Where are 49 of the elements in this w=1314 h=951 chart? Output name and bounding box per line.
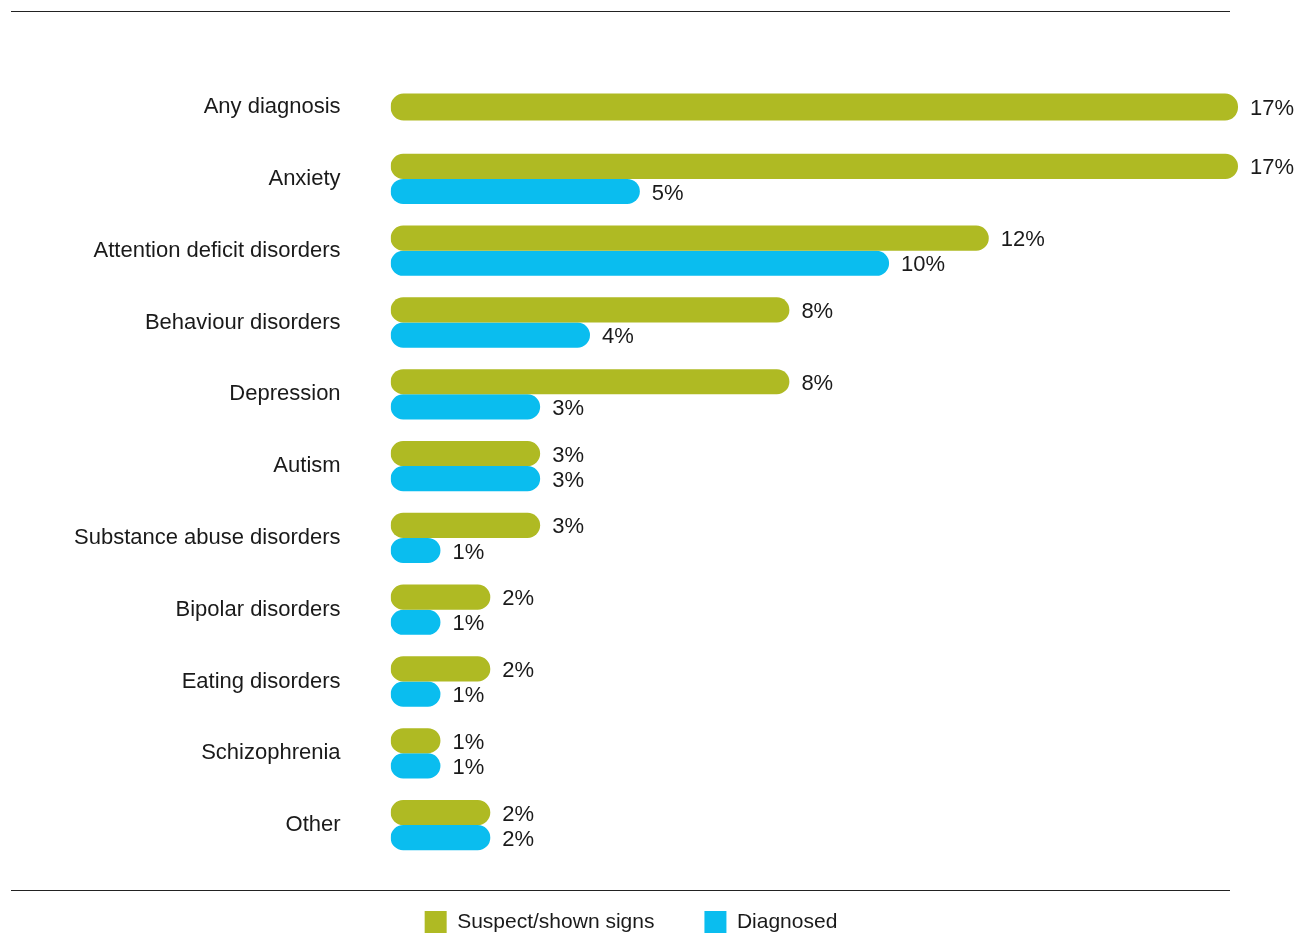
data-label: 10% (901, 251, 946, 277)
bar (390, 369, 790, 395)
bar (390, 825, 491, 851)
data-label: 8% (801, 298, 834, 323)
bar (390, 466, 541, 492)
data-label: 1% (452, 610, 485, 636)
data-label: 1% (452, 682, 485, 708)
data-label: 17% (1250, 154, 1295, 180)
y-tick-label: Behaviour disorders (144, 308, 341, 334)
data-label: 8% (801, 369, 834, 395)
data-label: 3% (552, 466, 584, 492)
legend-label: Diagnosed (736, 908, 838, 932)
y-tick-label: Eating disorders (181, 667, 341, 693)
bar (390, 799, 491, 826)
y-tick-label: Autism (273, 452, 341, 478)
bar (390, 322, 590, 348)
data-label: 5% (651, 179, 684, 205)
data-label: 1% (452, 538, 485, 564)
bar (390, 656, 491, 682)
bar (390, 440, 541, 467)
data-label: 3% (552, 394, 584, 420)
bar (390, 225, 989, 251)
y-tick-label: Other (285, 811, 341, 837)
data-label: 4% (602, 323, 634, 349)
data-label: 12% (1000, 226, 1045, 252)
data-label: 1% (452, 728, 485, 754)
data-label: 1% (452, 753, 485, 779)
data-label: 3% (552, 441, 584, 467)
data-label: 17% (1250, 95, 1295, 121)
y-tick-label: Substance abuse disorders (73, 523, 341, 549)
data-label: 2% (502, 825, 535, 851)
y-tick-label: Depression (229, 380, 341, 406)
bar (390, 250, 890, 276)
data-label: 2% (502, 800, 535, 826)
data-label: 2% (502, 657, 535, 682)
data-label: 2% (502, 585, 535, 611)
bar (390, 394, 541, 420)
y-tick-label: Any diagnosis (203, 93, 341, 119)
y-tick-label: Attention deficit disorders (93, 236, 341, 262)
bar (390, 178, 640, 205)
y-tick-label: Bipolar disorders (175, 595, 341, 621)
data-label: 3% (552, 513, 584, 539)
y-tick-label: Schizophrenia (201, 739, 342, 765)
legend-label: Suspect/shown signs (457, 908, 655, 932)
bar (390, 512, 541, 538)
bar (390, 584, 491, 610)
bar (390, 153, 1238, 179)
y-tick-label: Anxiety (268, 164, 341, 190)
bar (390, 297, 790, 323)
